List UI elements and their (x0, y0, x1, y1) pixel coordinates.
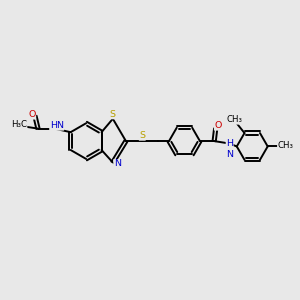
Text: S: S (139, 131, 145, 140)
Text: N: N (114, 160, 121, 169)
Text: S: S (109, 110, 115, 119)
Text: HN: HN (50, 121, 64, 130)
Text: CH₃: CH₃ (278, 141, 293, 150)
Text: H
N: H N (226, 139, 233, 158)
Text: O: O (28, 110, 36, 119)
Text: H₃C: H₃C (11, 120, 27, 129)
Text: CH₃: CH₃ (227, 115, 243, 124)
Text: O: O (214, 121, 222, 130)
